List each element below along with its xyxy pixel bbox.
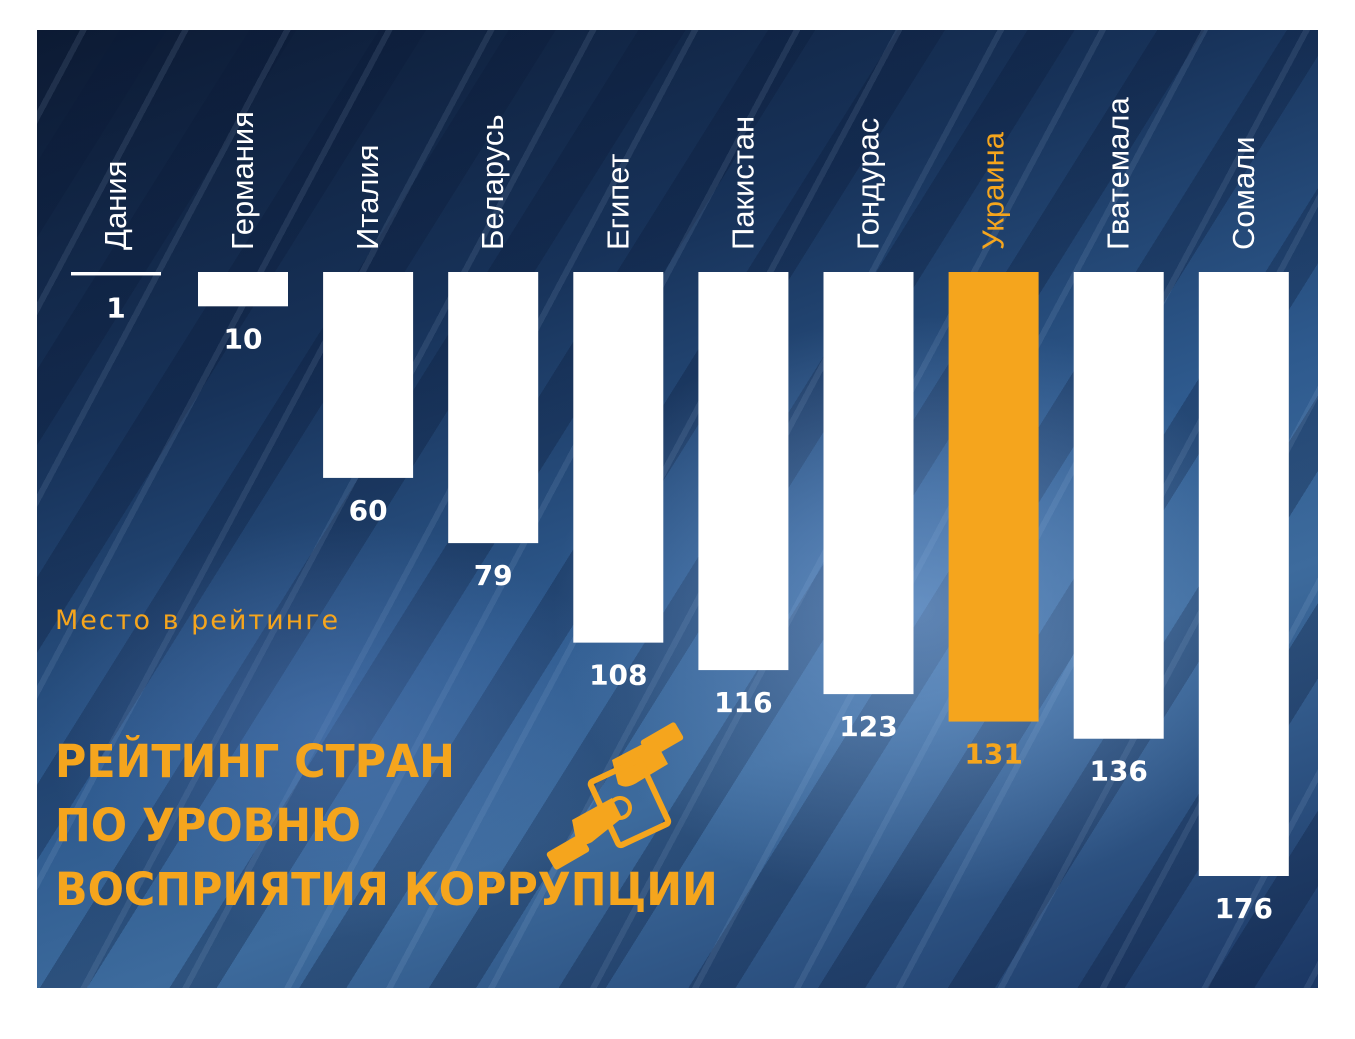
value-label-1: 1 [106, 291, 125, 324]
bar-6 [698, 272, 789, 671]
category-label-9: Гватемала [1101, 97, 1136, 250]
category-label-10: Сомали [1226, 136, 1261, 250]
bar-9 [1073, 272, 1164, 739]
chart-title: РЕЙТИНГ СТРАН ПО УРОВНЮ ВОСПРИЯТИЯ КОРРУ… [55, 730, 753, 922]
value-label-3: 60 [349, 494, 388, 527]
title-line-1: РЕЙТИНГ СТРАН [55, 735, 455, 788]
chart-frame: Дания 1 Германия 10 Италия 60 Беларусь 79 Египет… [37, 30, 1318, 988]
bar-10 [1198, 272, 1289, 876]
category-label-5: Египет [600, 154, 635, 251]
category-label-3: Италия [350, 144, 385, 250]
value-label-4: 79 [474, 559, 513, 592]
category-label-6: Пакистан [725, 116, 760, 250]
bar-8 [948, 272, 1039, 722]
handshake-bribe-icon [546, 722, 684, 870]
bar-1 [71, 272, 161, 276]
value-label-5: 108 [589, 659, 647, 692]
bar-4 [448, 272, 539, 544]
category-label-4: Беларусь [475, 114, 510, 250]
value-label-10: 176 [1215, 892, 1273, 925]
value-label-6: 116 [714, 686, 772, 719]
category-label-1: Дания [98, 161, 133, 250]
category-label-8: Украина [976, 131, 1011, 250]
bar-7 [823, 272, 914, 695]
bar-chart: Дания 1 Германия 10 Италия 60 Беларусь 79 Египет… [71, 97, 1289, 925]
category-label-7: Гондурас [851, 118, 886, 250]
bar-2 [198, 272, 288, 307]
value-label-7: 123 [839, 710, 897, 743]
value-label-8: 131 [964, 738, 1022, 771]
title-line-2: ПО УРОВНЮ [55, 799, 362, 852]
value-label-2: 10 [224, 322, 263, 355]
axis-caption: Место в рейтинге [55, 605, 341, 636]
title-line-3: ВОСПРИЯТИЯ КОРРУПЦИИ [55, 863, 718, 916]
category-label-2: Германия [225, 111, 260, 250]
value-label-9: 136 [1089, 755, 1147, 788]
bar-3 [323, 272, 414, 478]
bar-5 [573, 272, 664, 643]
